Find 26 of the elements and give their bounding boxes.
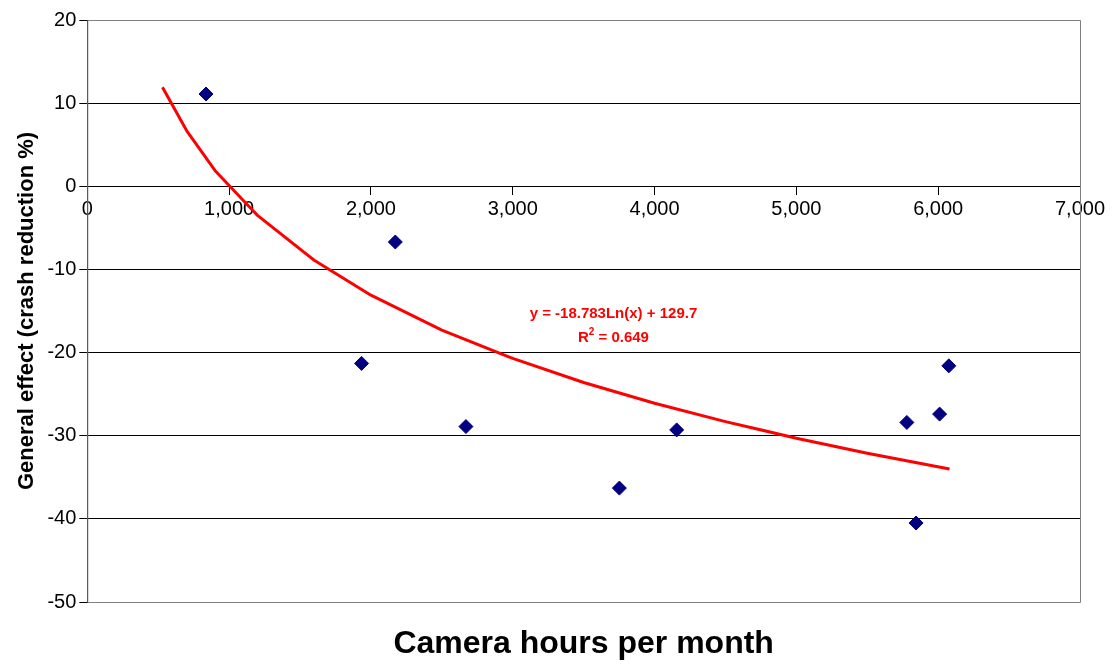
point bbox=[908, 515, 924, 531]
x-tick-label: 2,000 bbox=[345, 196, 396, 219]
x-tick-label: 5,000 bbox=[771, 196, 822, 219]
point bbox=[941, 358, 957, 374]
x-tick-label: 4,000 bbox=[629, 196, 680, 219]
y-tick-label: 0 bbox=[65, 173, 77, 196]
y-tick-label: -20 bbox=[47, 340, 77, 363]
point bbox=[899, 414, 915, 430]
y-tick-label: -50 bbox=[47, 589, 77, 612]
x-tick-label: 6,000 bbox=[913, 196, 964, 219]
y-tick-label: -40 bbox=[47, 506, 77, 529]
annotation: y = -18.783Ln(x) + 129.7 bbox=[529, 304, 698, 322]
y-tick-label: 10 bbox=[54, 90, 77, 113]
y-tick-label: 20 bbox=[54, 7, 77, 30]
point bbox=[458, 419, 474, 435]
x-tick-label: 3,000 bbox=[487, 196, 538, 219]
point bbox=[611, 480, 627, 496]
point bbox=[354, 355, 370, 371]
y-tick-label: -30 bbox=[47, 423, 77, 446]
point bbox=[387, 234, 403, 250]
x-axis-title: Camera hours per month bbox=[393, 623, 774, 660]
y-axis-title: General effect (crash reduction %) bbox=[13, 131, 39, 491]
y-tick-label: -10 bbox=[47, 256, 77, 279]
point bbox=[932, 406, 948, 422]
point bbox=[669, 422, 685, 438]
point bbox=[198, 86, 214, 102]
